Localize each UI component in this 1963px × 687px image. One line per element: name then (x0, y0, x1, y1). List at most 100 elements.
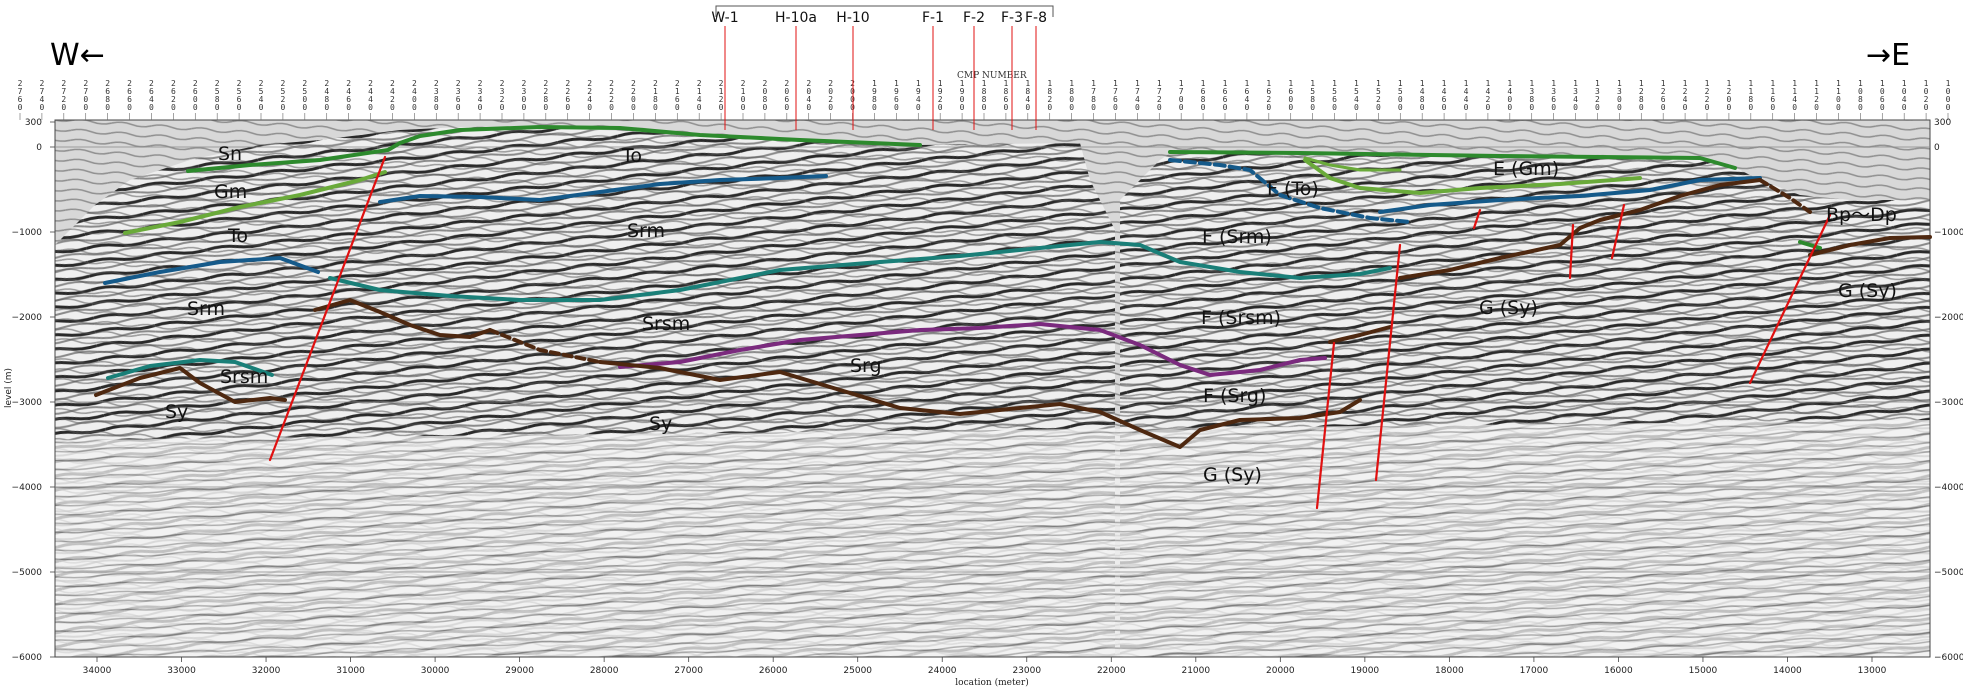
unit-label: Bp～Dp (1826, 204, 1897, 226)
fault-east-2 (1610, 203, 1626, 260)
x-axis-label: location (meter) (955, 677, 1028, 687)
horizon-sy (598, 360, 1362, 449)
unit-label: F (Srg) (1203, 385, 1266, 407)
x-tick-label: 29000 (505, 666, 534, 676)
y-axis-left: 300 0 −1000 −2000 −3000 −4000 −5000 −6000 (12, 118, 55, 663)
x-tick-label: 34000 (83, 666, 112, 676)
horizon-srsm (328, 240, 1392, 302)
x-tick-label: 25000 (843, 666, 872, 676)
horizon-gm-east (1303, 158, 1642, 195)
horizon-sy-east-dashed (1758, 178, 1812, 214)
horizon-sy-west (94, 366, 287, 404)
unit-label: Sy (165, 401, 188, 423)
fault-far-east (1748, 213, 1832, 385)
x-tick-label: 26000 (759, 666, 788, 676)
x-axis: 34000 33000 32000 31000 30000 29000 28000 27000… (83, 657, 1887, 676)
y-tick-label: −6000 (12, 653, 43, 663)
unit-label: Srg (850, 355, 882, 377)
horizon-srg (618, 322, 1327, 377)
horizon-sy-dashed (488, 328, 602, 364)
x-tick-label: 19000 (1351, 666, 1380, 676)
faults (268, 155, 1832, 510)
y-tick-label: −3000 (1934, 398, 1963, 408)
well-label: H-10 (836, 10, 869, 26)
horizon-to-east-dashed (1168, 158, 1412, 224)
horizon-sn (186, 125, 922, 173)
unit-label: Srsm (220, 366, 268, 388)
seismic-data (55, 120, 1930, 657)
unit-label: F (Srsm) (1201, 307, 1281, 329)
y-tick-label: −1000 (1934, 228, 1963, 238)
well-label: F-1 (922, 10, 944, 26)
unit-label: Srsm (642, 313, 690, 335)
x-tick-label: 32000 (252, 666, 281, 676)
y-axis-right: 300 0 −1000 −2000 −3000 −4000 −5000 −6000 (1934, 118, 1963, 663)
x-tick-label: 23000 (1012, 666, 1041, 676)
y-tick-label: −4000 (1934, 483, 1963, 493)
unit-label: To (227, 225, 248, 247)
horizon-gm-east-upper (1303, 156, 1402, 172)
cmp-axis-label: CMP NUMBER (957, 71, 1027, 81)
y-tick-label: −1000 (12, 228, 43, 238)
x-tick-label: 20000 (1266, 666, 1295, 676)
cmp-ruler: 2 7 6 0 2 7 4 0 2 7 2 0 2 7 0 0 2 6 8 0 2 6 6 0 2 6 4 0 2 6 2 0 2 6 0 0 2 5 8 0… (18, 79, 1951, 120)
unit-label: To (621, 145, 642, 167)
y-tick-label: −6000 (1934, 653, 1963, 663)
fault-center-1 (1315, 341, 1336, 510)
unit-label: F (To) (1267, 178, 1319, 200)
x-tick-label: 22000 (1097, 666, 1126, 676)
unit-label: E (Gm) (1493, 158, 1559, 180)
unit-label: F (Srm) (1202, 226, 1272, 248)
well-label: F-3 (1001, 10, 1023, 26)
horizon-to-west (103, 256, 320, 285)
